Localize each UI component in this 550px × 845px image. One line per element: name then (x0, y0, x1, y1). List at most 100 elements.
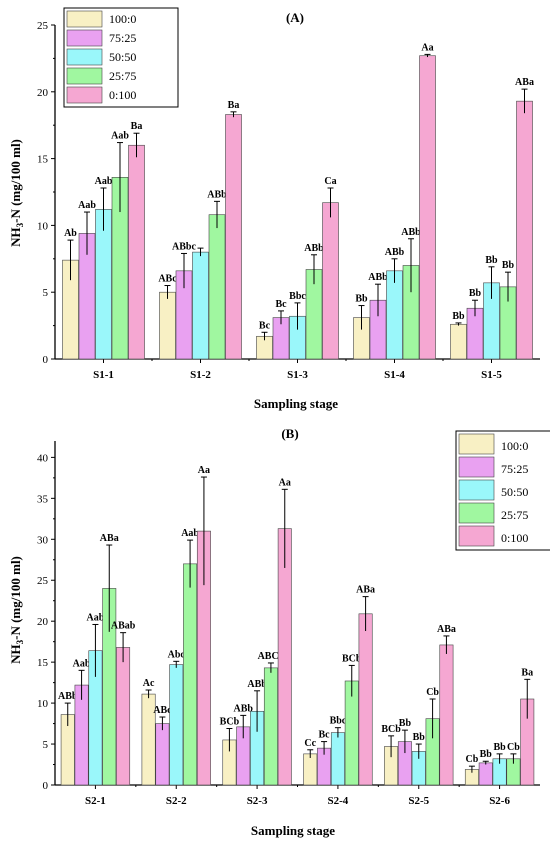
panel-a-data-label: ABbc (172, 241, 196, 252)
panel-b-data-label: Cb (466, 754, 479, 765)
panel-a-bar (159, 291, 176, 360)
panel-a-data-label: Aab (95, 176, 113, 187)
panel-a-data-label: Bb (485, 255, 498, 266)
panel-a-data-label: ABb (385, 247, 405, 258)
panel-b-ytick-label: 35 (37, 493, 49, 505)
panel-b-data-label: ABCb (258, 651, 285, 662)
panel-b-data-label: Aab (181, 528, 199, 539)
panel-b-data-label: Bb (399, 718, 412, 729)
panel-b-xtick-label: S2-2 (166, 795, 187, 807)
panel-b: 0 5 10 15 20 25 30 35 40 S2-1 ABb Aab Aab ABa ABab S2-2… (37, 430, 550, 807)
panel-b-ytick-label: 25 (37, 575, 49, 587)
panel-b-bar (303, 753, 318, 786)
panel-b-data-label: Ac (143, 678, 155, 689)
panel-b-data-label: BCb (381, 724, 401, 735)
panel-b-ytick-label: 15 (37, 657, 49, 669)
panel-b-data-label: Bb (480, 749, 493, 760)
panel-a-data-label: Bb (469, 288, 482, 299)
panel-a: 0510152025S1-1AbAabAabAabBaS1-2ABcABbcAB… (37, 7, 540, 381)
panel-b-data-label: ABa (356, 585, 375, 596)
panel-a-data-label: ABb (207, 189, 227, 200)
panel-b-bar (344, 680, 359, 786)
panel-a-bar (322, 202, 339, 360)
panel-b-legend-swatch (458, 502, 495, 524)
panel-a-data-label: Aab (111, 131, 129, 142)
panel-b-legend-swatch (458, 479, 495, 501)
panel-b-ylabel: NH3-N (mg/100 ml) (8, 556, 25, 664)
panel-a-data-label: ABb (368, 272, 388, 283)
panel-a-ytick-label: 10 (37, 220, 49, 232)
panel-b-data-label: ABb (58, 691, 78, 702)
panel-b-ytick-label: 30 (37, 534, 49, 546)
panel-b-bar (478, 762, 493, 786)
panel-b-data-label: Aa (198, 465, 210, 476)
panel-b-bar (116, 647, 131, 786)
panel-b-legend-label: 75:25 (501, 462, 528, 476)
panel-a-data-label: Bb (502, 260, 515, 271)
panel-a-bar (192, 251, 209, 360)
panel-a-ytick-label: 15 (37, 154, 49, 166)
panel-a-data-label: Aa (421, 42, 433, 53)
panel-a-data-label: Ab (64, 228, 77, 239)
panel-a-xtick-label: S1-4 (384, 369, 405, 381)
panel-a-title: (A) (286, 10, 304, 25)
panel-b-bar (330, 732, 345, 786)
panel-b-ytick-label: 0 (43, 780, 49, 792)
panel-b-data-label: Bc (319, 730, 331, 741)
panel-a-xtick-label: S1-1 (93, 369, 114, 381)
panel-b-data-label: Ba (521, 667, 533, 678)
panel-b-xtick-label: S2-6 (489, 795, 510, 807)
panel-a-bar (128, 144, 145, 360)
panel-a-data-label: Bb (452, 311, 465, 322)
panel-b-data-label: ABa (100, 533, 119, 544)
panel-a-legend-label: 75:25 (109, 31, 136, 45)
panel-a-data-label: Bc (259, 320, 271, 331)
panel-b-data-label: Aab (87, 612, 105, 623)
panel-a-legend-swatch (66, 86, 103, 104)
panel-b-ytick-label: 40 (37, 452, 49, 464)
panel-b-data-label: Bbc (330, 716, 347, 727)
panel-a-legend-swatch (66, 10, 103, 28)
panel-a-data-label: Bc (275, 299, 287, 310)
panel-b-bar (439, 644, 454, 786)
panel-b-xtick-label: S2-5 (408, 795, 429, 807)
panel-b-bar (183, 563, 198, 786)
panel-b-bar (358, 613, 373, 786)
panel-a-xlabel: Sampling stage (254, 396, 338, 411)
panel-a-bar (386, 270, 403, 360)
panel-b-data-label: ABb (234, 703, 254, 714)
panel-b-legend-label: 100:0 (501, 439, 528, 453)
panel-a-bar (225, 114, 242, 360)
panel-a-legend-swatch (66, 67, 103, 85)
panel-a-ytick-label: 25 (37, 20, 49, 32)
panel-a-ylabel: NH3-N (mg/100 ml) (8, 139, 25, 247)
panel-a-xtick-label: S1-3 (287, 369, 308, 381)
panel-b-legend-swatch (458, 433, 495, 455)
panel-a-bar (516, 100, 533, 360)
panel-b-title: (B) (281, 426, 298, 441)
panel-a-xtick-label: S1-2 (190, 369, 211, 381)
panel-b-data-label: ABab (111, 621, 136, 632)
panel-b-data-label: BCb (220, 716, 240, 727)
panel-a-data-label: ABc (158, 274, 177, 285)
panel-b-xlabel: Sampling stage (251, 823, 335, 838)
panel-b-ytick-label: 20 (37, 616, 49, 628)
panel-b-data-label: Aa (279, 477, 291, 488)
panel-b-bar (263, 667, 278, 786)
panel-b-data-label: Cc (304, 738, 316, 749)
panel-a-data-label: Ba (228, 100, 240, 111)
panel-b-data-label: Cb (426, 687, 439, 698)
panel-b-data-label: ABc (153, 705, 172, 716)
panel-b-bar (155, 723, 170, 786)
panel-b-ytick-label: 5 (43, 739, 49, 751)
panel-a-data-label: ABa (515, 77, 534, 88)
panel-a-data-label: Aab (78, 200, 96, 211)
panel-b-legend-swatch (458, 525, 495, 547)
panel-a-legend-swatch (66, 48, 103, 66)
panel-a-xtick-label: S1-5 (481, 369, 502, 381)
panel-b-xtick-label: S2-1 (85, 795, 106, 807)
panel-b-xtick-label: S2-4 (328, 795, 349, 807)
panel-b-bar (74, 684, 89, 786)
panel-a-ytick-label: 0 (43, 354, 49, 366)
